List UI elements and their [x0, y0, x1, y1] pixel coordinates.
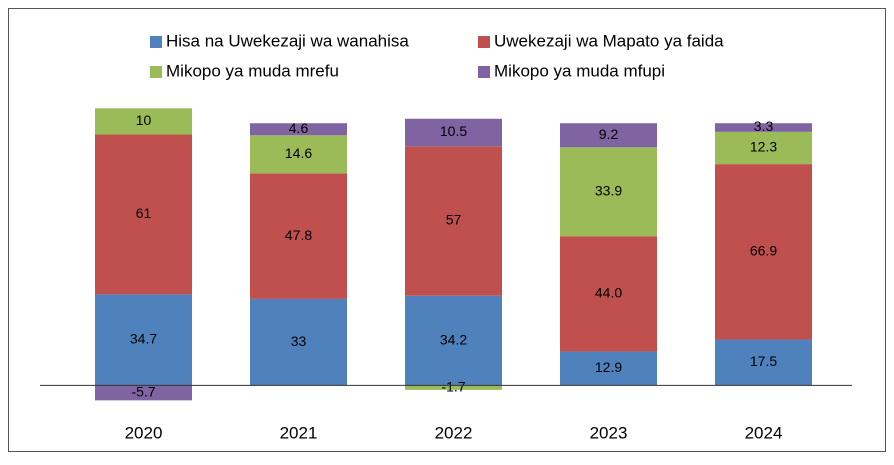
data-label: -1.7	[441, 378, 465, 394]
bar-segment	[405, 118, 502, 147]
legend-swatch	[150, 66, 162, 78]
data-label: 10.5	[440, 123, 467, 139]
data-label: 17.5	[750, 353, 777, 369]
data-label: 10	[136, 112, 152, 128]
bar-segment	[715, 164, 812, 340]
bar-segment	[95, 134, 192, 295]
bar-segment	[95, 108, 192, 135]
legend-label: Uwekezaji wa Mapato ya faida	[494, 31, 724, 50]
data-label: 4.6	[289, 120, 309, 136]
bar-segment	[250, 123, 347, 136]
bar-segment	[405, 146, 502, 296]
bar-segment	[560, 351, 657, 386]
x-tick-label: 2022	[435, 423, 473, 442]
bar-segment	[715, 123, 812, 132]
bar-segment	[95, 294, 192, 386]
data-label: 33	[291, 333, 307, 349]
legend-swatch	[150, 36, 162, 48]
legend-label: Mikopo ya muda mrefu	[166, 61, 339, 80]
data-label: 66.9	[750, 243, 777, 259]
data-label: 47.8	[285, 227, 312, 243]
x-tick-label: 2024	[745, 423, 783, 442]
bar-segment	[560, 123, 657, 148]
bar-segment	[560, 147, 657, 237]
data-label: 9.2	[599, 126, 619, 142]
bar-segment	[250, 173, 347, 299]
data-label: -5.7	[131, 384, 155, 400]
legend-label: Hisa na Uwekezaji wa wanahisa	[166, 31, 409, 50]
data-label: 44.0	[595, 285, 622, 301]
bar-segment	[405, 385, 502, 390]
data-label: 12.3	[750, 139, 777, 155]
data-label: 12.9	[595, 359, 622, 375]
data-label: 33.9	[595, 182, 622, 198]
legend-swatch	[478, 36, 490, 48]
data-label: 3.3	[754, 118, 774, 134]
data-label: 14.6	[285, 145, 312, 161]
data-label: 57	[446, 212, 462, 228]
legend-label: Mikopo ya muda mfupi	[494, 61, 665, 80]
data-label: 61	[136, 205, 152, 221]
x-tick-label: 2023	[590, 423, 628, 442]
bar-segment	[405, 295, 502, 386]
bar-segment	[250, 135, 347, 174]
data-label: 34.2	[440, 331, 467, 347]
bar-segment	[715, 131, 812, 165]
x-tick-label: 2021	[280, 423, 318, 442]
bar-segment	[715, 339, 812, 386]
bar-segment	[250, 298, 347, 386]
data-label: 34.7	[130, 331, 157, 347]
legend-swatch	[478, 66, 490, 78]
bar-segment	[560, 236, 657, 352]
bar-segment	[95, 385, 192, 401]
x-tick-label: 2020	[125, 423, 163, 442]
